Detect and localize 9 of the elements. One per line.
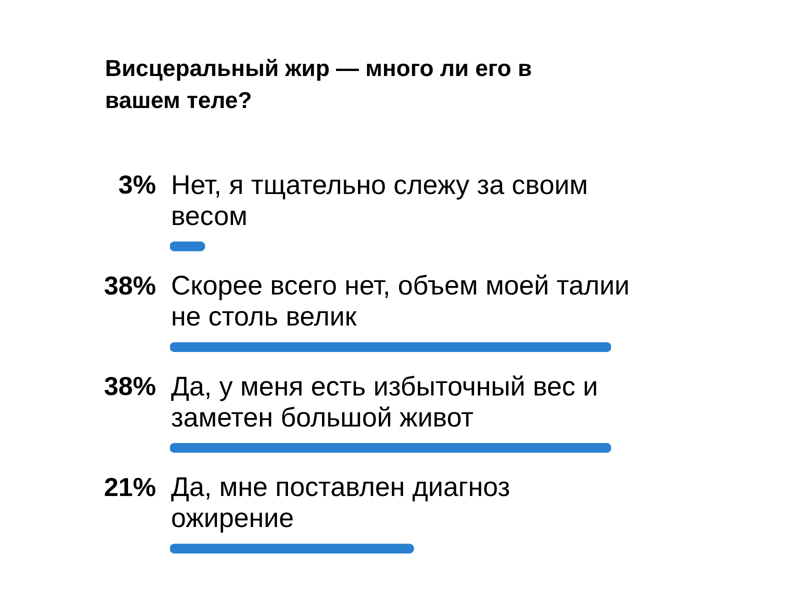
data-label: 38%	[104, 270, 156, 300]
y-tick-label: Да, у меня есть избыточный вес и заметен большой живот	[171, 371, 598, 432]
data-label: 21%	[104, 472, 156, 502]
data-label: 38%	[104, 371, 156, 402]
y-tick-label: Скорее всего нет, объем моей талии не столь велик	[171, 270, 630, 332]
data-label: 3%	[118, 170, 156, 200]
y-tick-label: Нет, я тщательно слежу за своим весом	[171, 170, 588, 231]
y-tick-label: Да, мне поставлен диагноз ожирение	[171, 472, 510, 534]
chart-title: Висцеральный жир — много ли его в вашем теле?	[105, 54, 533, 115]
